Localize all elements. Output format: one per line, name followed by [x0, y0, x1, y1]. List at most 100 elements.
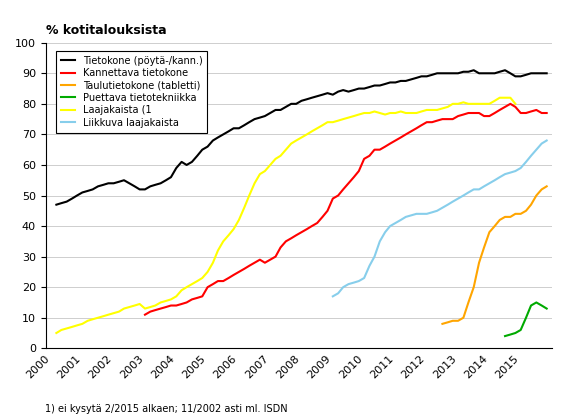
Laajakaista (1	[496, 95, 503, 100]
Kannettava tietokone	[142, 312, 149, 317]
Tietokone (pöytä-/kann.)	[387, 80, 393, 85]
Liikkuva laajakaista	[491, 178, 498, 183]
Liikkuva laajakaista	[470, 187, 477, 192]
Puettava tietotekniikka	[523, 315, 530, 320]
Line: Puettava tietotekniikka: Puettava tietotekniikka	[505, 302, 547, 336]
Kannettava tietokone	[314, 220, 320, 225]
Kannettava tietokone	[429, 120, 435, 125]
Puettava tietotekniikka	[517, 327, 524, 332]
Taulutietokone (tabletti)	[470, 285, 477, 290]
Liikkuva laajakaista	[496, 175, 503, 180]
Liikkuva laajakaista	[366, 263, 373, 268]
Tietokone (pöytä-/kann.)	[53, 202, 60, 207]
Liikkuva laajakaista	[387, 223, 393, 228]
Line: Liikkuva laajakaista: Liikkuva laajakaista	[333, 141, 547, 296]
Liikkuva laajakaista	[543, 138, 550, 143]
Puettava tietotekniikka	[512, 331, 519, 336]
Liikkuva laajakaista	[397, 218, 404, 223]
Laajakaista (1	[100, 314, 107, 319]
Taulutietokone (tabletti)	[512, 211, 519, 216]
Taulutietokone (tabletti)	[460, 315, 467, 320]
Taulutietokone (tabletti)	[533, 193, 540, 198]
Text: 1) ei kysytä 2/2015 alkaen; 11/2002 asti ml. ISDN: 1) ei kysytä 2/2015 alkaen; 11/2002 asti…	[45, 404, 288, 414]
Liikkuva laajakaista	[345, 282, 352, 287]
Puettava tietotekniikka	[538, 303, 545, 308]
Text: % kotitalouksista: % kotitalouksista	[46, 24, 166, 37]
Liikkuva laajakaista	[507, 170, 514, 175]
Liikkuva laajakaista	[424, 211, 430, 216]
Liikkuva laajakaista	[376, 239, 383, 244]
Liikkuva laajakaista	[445, 202, 451, 207]
Puettava tietotekniikka	[533, 300, 540, 305]
Liikkuva laajakaista	[403, 214, 409, 219]
Liikkuva laajakaista	[371, 254, 378, 259]
Line: Taulutietokone (tabletti): Taulutietokone (tabletti)	[442, 186, 547, 324]
Liikkuva laajakaista	[392, 220, 399, 225]
Liikkuva laajakaista	[350, 280, 357, 285]
Liikkuva laajakaista	[340, 285, 346, 290]
Tietokone (pöytä-/kann.)	[142, 187, 149, 192]
Liikkuva laajakaista	[481, 184, 488, 189]
Liikkuva laajakaista	[512, 168, 519, 173]
Laajakaista (1	[53, 331, 60, 336]
Taulutietokone (tabletti)	[481, 245, 488, 250]
Kannettava tietokone	[272, 254, 279, 259]
Puettava tietotekniikka	[507, 332, 514, 337]
Liikkuva laajakaista	[329, 294, 336, 299]
Liikkuva laajakaista	[523, 159, 530, 164]
Liikkuva laajakaista	[486, 181, 493, 186]
Laajakaista (1	[512, 102, 519, 106]
Liikkuva laajakaista	[434, 208, 441, 213]
Tietokone (pöytä-/kann.)	[543, 71, 550, 76]
Puettava tietotekniikka	[502, 334, 509, 339]
Kannettava tietokone	[345, 181, 352, 186]
Tietokone (pöytä-/kann.)	[418, 74, 425, 79]
Legend: Tietokone (pöytä-/kann.), Kannettava tietokone, Taulutietokone (tabletti), Puett: Tietokone (pöytä-/kann.), Kannettava tie…	[56, 51, 208, 133]
Taulutietokone (tabletti)	[465, 300, 472, 305]
Taulutietokone (tabletti)	[507, 214, 514, 219]
Liikkuva laajakaista	[465, 190, 472, 195]
Taulutietokone (tabletti)	[502, 214, 509, 219]
Line: Tietokone (pöytä-/kann.): Tietokone (pöytä-/kann.)	[56, 70, 547, 205]
Liikkuva laajakaista	[476, 187, 483, 192]
Kannettava tietokone	[168, 303, 175, 308]
Taulutietokone (tabletti)	[439, 321, 446, 326]
Laajakaista (1	[110, 311, 117, 316]
Liikkuva laajakaista	[413, 211, 420, 216]
Liikkuva laajakaista	[418, 211, 425, 216]
Liikkuva laajakaista	[361, 275, 367, 280]
Taulutietokone (tabletti)	[543, 184, 550, 189]
Liikkuva laajakaista	[455, 196, 462, 201]
Tietokone (pöytä-/kann.)	[413, 75, 420, 80]
Taulutietokone (tabletti)	[491, 223, 498, 228]
Kannettava tietokone	[543, 111, 550, 116]
Liikkuva laajakaista	[439, 205, 446, 210]
Liikkuva laajakaista	[382, 230, 388, 235]
Tietokone (pöytä-/kann.)	[74, 193, 81, 198]
Kannettava tietokone	[210, 282, 217, 287]
Liikkuva laajakaista	[408, 213, 414, 218]
Liikkuva laajakaista	[449, 199, 456, 204]
Taulutietokone (tabletti)	[528, 202, 535, 207]
Liikkuva laajakaista	[335, 291, 341, 296]
Taulutietokone (tabletti)	[517, 211, 524, 216]
Taulutietokone (tabletti)	[445, 320, 451, 325]
Tietokone (pöytä-/kann.)	[397, 79, 404, 84]
Liikkuva laajakaista	[533, 147, 540, 152]
Tietokone (pöytä-/kann.)	[470, 68, 477, 73]
Laajakaista (1	[288, 141, 295, 146]
Liikkuva laajakaista	[460, 193, 467, 198]
Laajakaista (1	[230, 227, 237, 232]
Liikkuva laajakaista	[538, 141, 545, 146]
Laajakaista (1	[460, 100, 467, 105]
Taulutietokone (tabletti)	[449, 318, 456, 323]
Puettava tietotekniikka	[528, 303, 535, 308]
Liikkuva laajakaista	[517, 166, 524, 171]
Taulutietokone (tabletti)	[523, 208, 530, 213]
Laajakaista (1	[147, 305, 154, 310]
Taulutietokone (tabletti)	[538, 187, 545, 192]
Taulutietokone (tabletti)	[496, 218, 503, 223]
Taulutietokone (tabletti)	[476, 260, 483, 265]
Kannettava tietokone	[507, 102, 514, 106]
Puettava tietotekniikka	[543, 306, 550, 311]
